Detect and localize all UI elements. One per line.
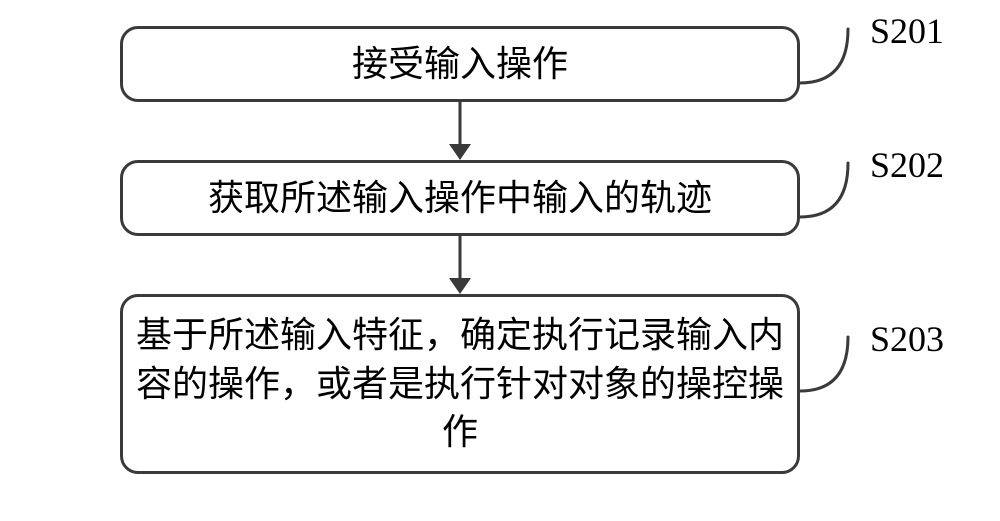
flowchart-node-s201: 接受输入操作 [120, 26, 800, 102]
step-label-text: S203 [870, 319, 944, 359]
edge-arrowhead [449, 144, 471, 160]
step-label-text: S201 [870, 11, 944, 51]
step-label-s203: S203 [870, 318, 944, 360]
node-text: 基于所述输入特征，确定执行记录输入内 容的操作，或者是执行针对对象的操控操 作 [136, 311, 784, 457]
step-label-bracket [800, 337, 848, 391]
step-label-text: S202 [870, 145, 944, 185]
step-label-s201: S201 [870, 10, 944, 52]
flowchart-node-s202: 获取所述输入操作中输入的轨迹 [120, 160, 800, 236]
node-text: 接受输入操作 [352, 40, 568, 89]
step-label-bracket [800, 163, 848, 217]
step-label-s202: S202 [870, 144, 944, 186]
edge-arrowhead [449, 278, 471, 294]
flowchart-node-s203: 基于所述输入特征，确定执行记录输入内 容的操作，或者是执行针对对象的操控操 作 [120, 294, 800, 474]
flowchart-canvas: 接受输入操作 获取所述输入操作中输入的轨迹 基于所述输入特征，确定执行记录输入内… [0, 0, 1000, 521]
step-label-bracket [800, 29, 848, 83]
node-text: 获取所述输入操作中输入的轨迹 [208, 174, 712, 223]
